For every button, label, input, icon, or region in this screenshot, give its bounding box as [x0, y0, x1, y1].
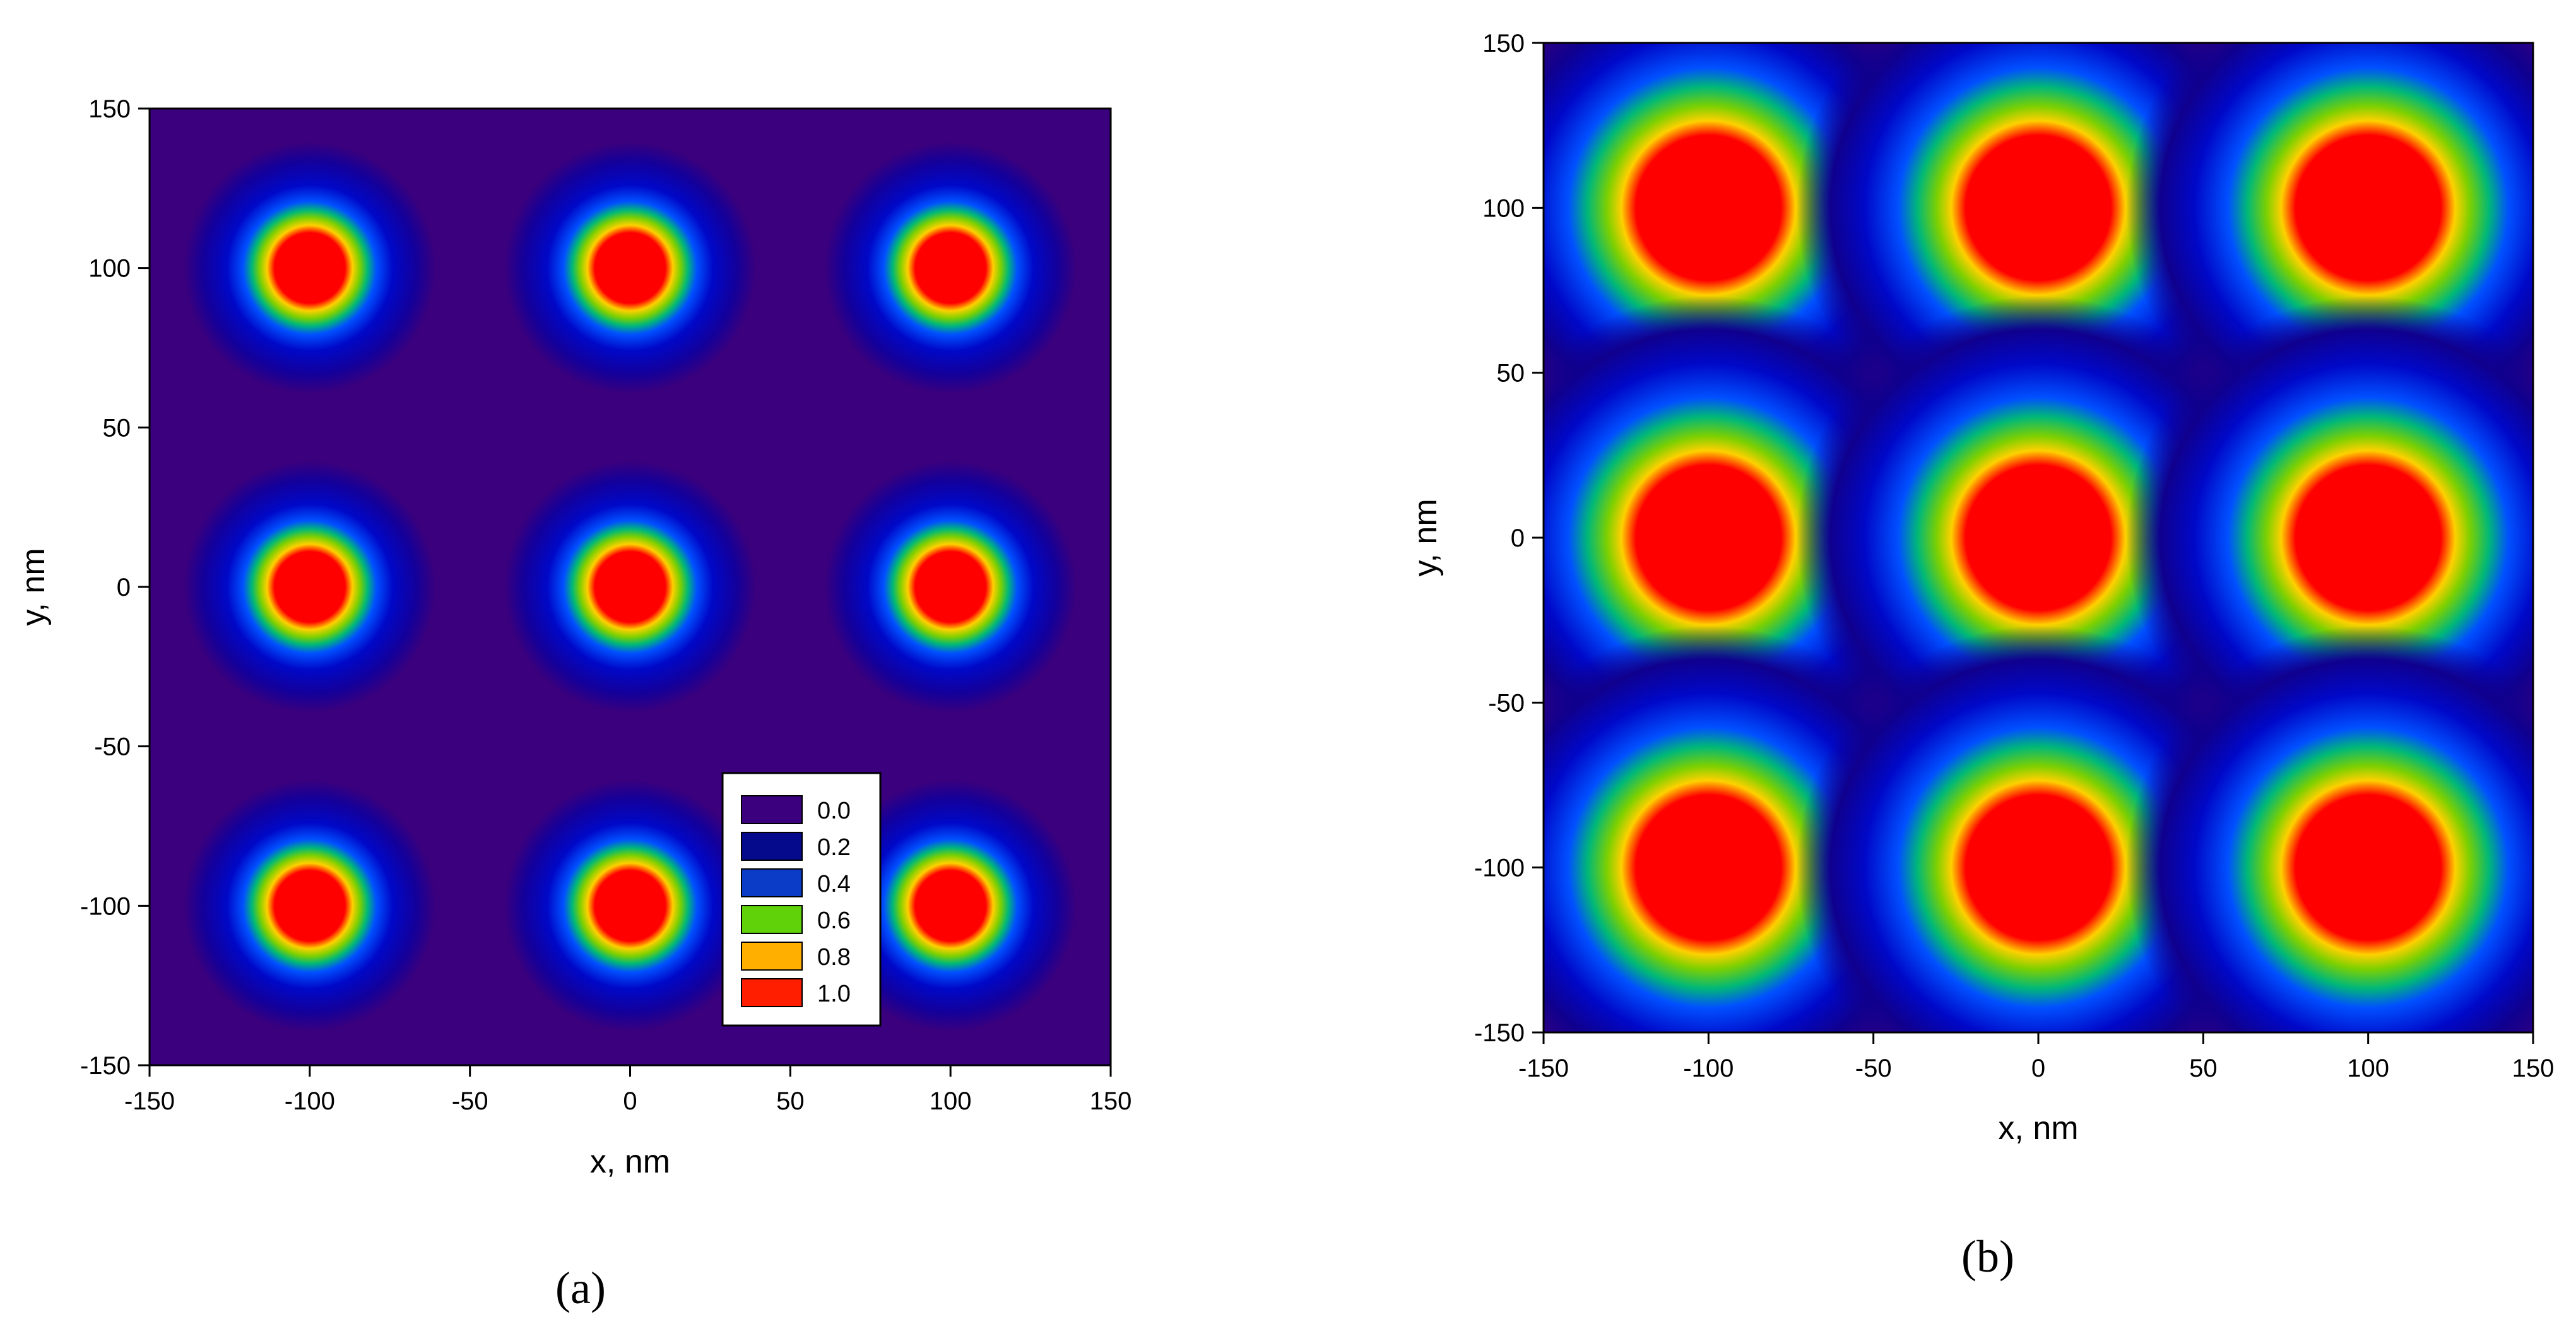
y-tick-label: 50 — [1497, 360, 1525, 387]
y-tick-label: 50 — [103, 414, 131, 442]
intensity-spot — [824, 461, 1077, 713]
legend-swatch — [741, 832, 803, 861]
y-tick-label: -100 — [80, 892, 131, 920]
panel-label-b: (b) — [1961, 1231, 2014, 1282]
x-tick-label: 0 — [2031, 1055, 2045, 1082]
y-tick-label: -100 — [1474, 854, 1525, 882]
x-tick-label: 0 — [623, 1087, 637, 1115]
legend-label: 0.8 — [817, 944, 851, 971]
legend-swatch — [741, 905, 803, 934]
intensity-spot — [504, 142, 756, 394]
x-tick-label: 50 — [2189, 1055, 2218, 1082]
legend-label: 0.2 — [817, 834, 851, 861]
x-tick-label: 100 — [2347, 1055, 2389, 1082]
intensity-spot — [184, 461, 436, 713]
y-tick-label: 100 — [88, 255, 131, 283]
panel-a: -150 -100 -50 0 50 100 150 -150 -100 -50 0 50 100 15… — [15, 95, 1131, 1313]
x-axis-title-b: x, nm — [1998, 1110, 2078, 1147]
intensity-spots-b — [1544, 43, 2533, 1032]
y-axis-a: -150 -100 -50 0 50 100 150 — [80, 95, 150, 1080]
y-tick-label: 100 — [1482, 194, 1525, 222]
y-tick-label: -50 — [94, 733, 131, 761]
legend-swatch — [741, 795, 803, 824]
intensity-spots-a — [184, 142, 1077, 1032]
y-tick-label: -150 — [80, 1052, 131, 1080]
y-tick-label: -150 — [1474, 1019, 1525, 1047]
x-tick-label: -50 — [1855, 1055, 1892, 1082]
y-tick-label: 150 — [1482, 30, 1525, 57]
panel-label-a: (a) — [555, 1263, 606, 1313]
x-tick-label: 50 — [776, 1087, 805, 1115]
intensity-spot — [2126, 625, 2533, 1032]
legend: 0.0 0.2 0.4 0.6 0.8 1.0 — [721, 772, 882, 1027]
x-tick-label: -50 — [452, 1087, 488, 1115]
y-tick-label: 0 — [117, 574, 131, 601]
legend-label: 0.6 — [817, 907, 851, 934]
panel-b: -150 -100 -50 0 50 100 150 -150 -100 -50 0 50 100 15… — [1407, 30, 2554, 1282]
x-axis-title-a: x, nm — [590, 1144, 670, 1180]
x-tick-label: 150 — [1090, 1087, 1132, 1115]
legend-swatch — [741, 868, 803, 897]
y-tick-label: 150 — [88, 95, 131, 123]
x-axis-a: -150 -100 -50 0 50 100 150 — [124, 1065, 1131, 1115]
intensity-spot — [504, 461, 756, 713]
y-axis-title-a: y, nm — [15, 548, 52, 625]
intensity-spot — [824, 779, 1077, 1032]
x-tick-label: -150 — [124, 1087, 175, 1115]
x-tick-label: -100 — [1683, 1055, 1734, 1082]
intensity-spot — [824, 142, 1077, 394]
legend-label: 0.0 — [817, 798, 851, 824]
y-tick-label: 0 — [1511, 524, 1525, 552]
x-tick-label: 100 — [930, 1087, 972, 1115]
y-tick-label: -50 — [1488, 689, 1525, 717]
intensity-spot — [184, 142, 436, 394]
legend-label: 1.0 — [817, 981, 851, 1007]
x-tick-label: -150 — [1518, 1055, 1569, 1082]
legend-swatch — [741, 942, 803, 971]
legend-swatch — [741, 978, 803, 1007]
intensity-spot — [504, 779, 756, 1032]
x-tick-label: -100 — [285, 1087, 335, 1115]
y-axis-title-b: y, nm — [1407, 499, 1444, 576]
y-axis-b: -150 -100 -50 0 50 100 150 — [1474, 30, 1544, 1047]
intensity-spot — [184, 779, 436, 1032]
x-axis-b: -150 -100 -50 0 50 100 150 — [1518, 1032, 2554, 1082]
x-tick-label: 150 — [2512, 1055, 2555, 1082]
legend-label: 0.4 — [817, 871, 851, 897]
